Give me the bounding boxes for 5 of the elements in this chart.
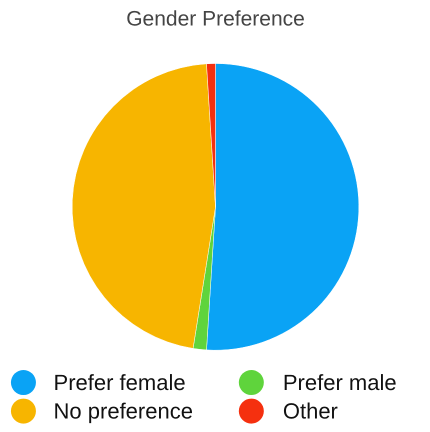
chart-title: Gender Preference [126, 8, 305, 30]
legend-label: No preference [54, 398, 193, 424]
legend-label: Prefer male [282, 370, 397, 396]
legend-label: Prefer female [54, 370, 186, 396]
legend-label: Other [282, 398, 338, 424]
